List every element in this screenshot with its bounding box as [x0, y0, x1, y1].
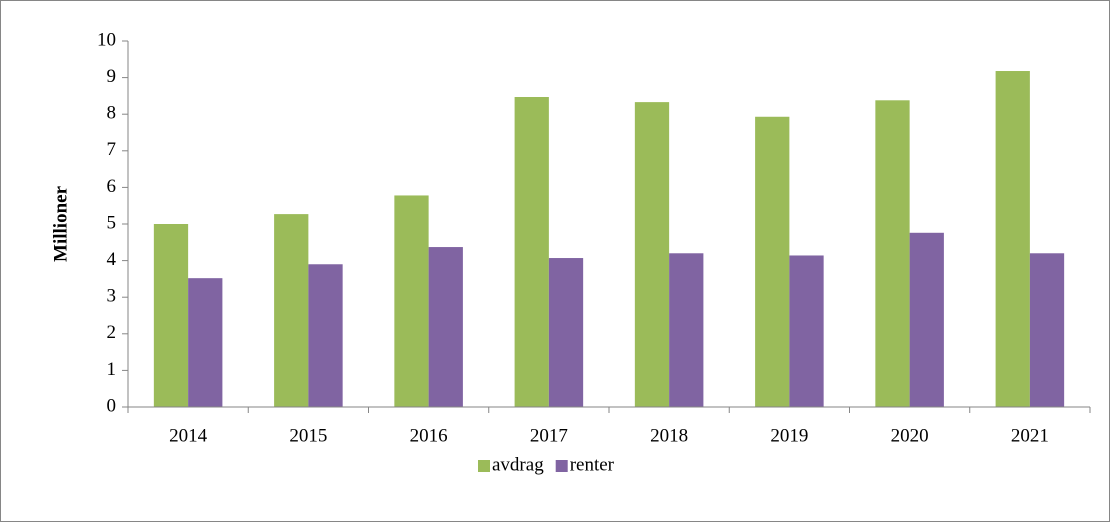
x-tick-label: 2019	[770, 425, 808, 446]
x-tick-label: 2016	[410, 425, 448, 446]
y-tick-label: 6	[107, 176, 117, 197]
legend-swatch	[478, 460, 490, 472]
bar	[394, 195, 429, 407]
y-tick-label: 1	[107, 359, 117, 380]
bar	[153, 224, 189, 407]
y-tick-label: 3	[107, 286, 117, 307]
bar	[308, 264, 343, 407]
bar	[789, 255, 824, 407]
y-tick-label: 2	[107, 322, 117, 343]
y-tick-label: 4	[107, 249, 117, 270]
bar	[274, 214, 309, 407]
legend-label: renter	[570, 454, 615, 475]
legend-swatch	[555, 460, 568, 472]
y-tick-label: 0	[107, 395, 117, 416]
x-tick-label: 2018	[650, 425, 688, 446]
y-tick-label: 9	[107, 66, 117, 87]
bar	[428, 247, 463, 407]
bar	[1029, 253, 1065, 407]
bar	[995, 71, 1030, 408]
bar	[548, 258, 584, 407]
bar	[634, 102, 670, 407]
bar	[875, 100, 910, 408]
bar	[188, 278, 223, 407]
x-tick-label: 2020	[891, 425, 929, 446]
x-tick-label: 2017	[530, 425, 568, 446]
y-tick-label: 5	[107, 212, 117, 233]
x-tick-label: 2015	[289, 425, 327, 446]
bar	[514, 96, 549, 408]
y-tick-label: 7	[107, 139, 117, 160]
y-tick-label: 8	[107, 103, 117, 124]
bar	[669, 253, 704, 407]
y-tick-label: 10	[97, 29, 116, 50]
legend-label: avdrag	[492, 454, 544, 475]
y-axis-label: Millioner	[50, 185, 71, 262]
x-tick-label: 2014	[169, 425, 208, 446]
x-tick-label: 2021	[1011, 425, 1049, 446]
bar	[909, 232, 944, 407]
bar	[755, 116, 790, 408]
